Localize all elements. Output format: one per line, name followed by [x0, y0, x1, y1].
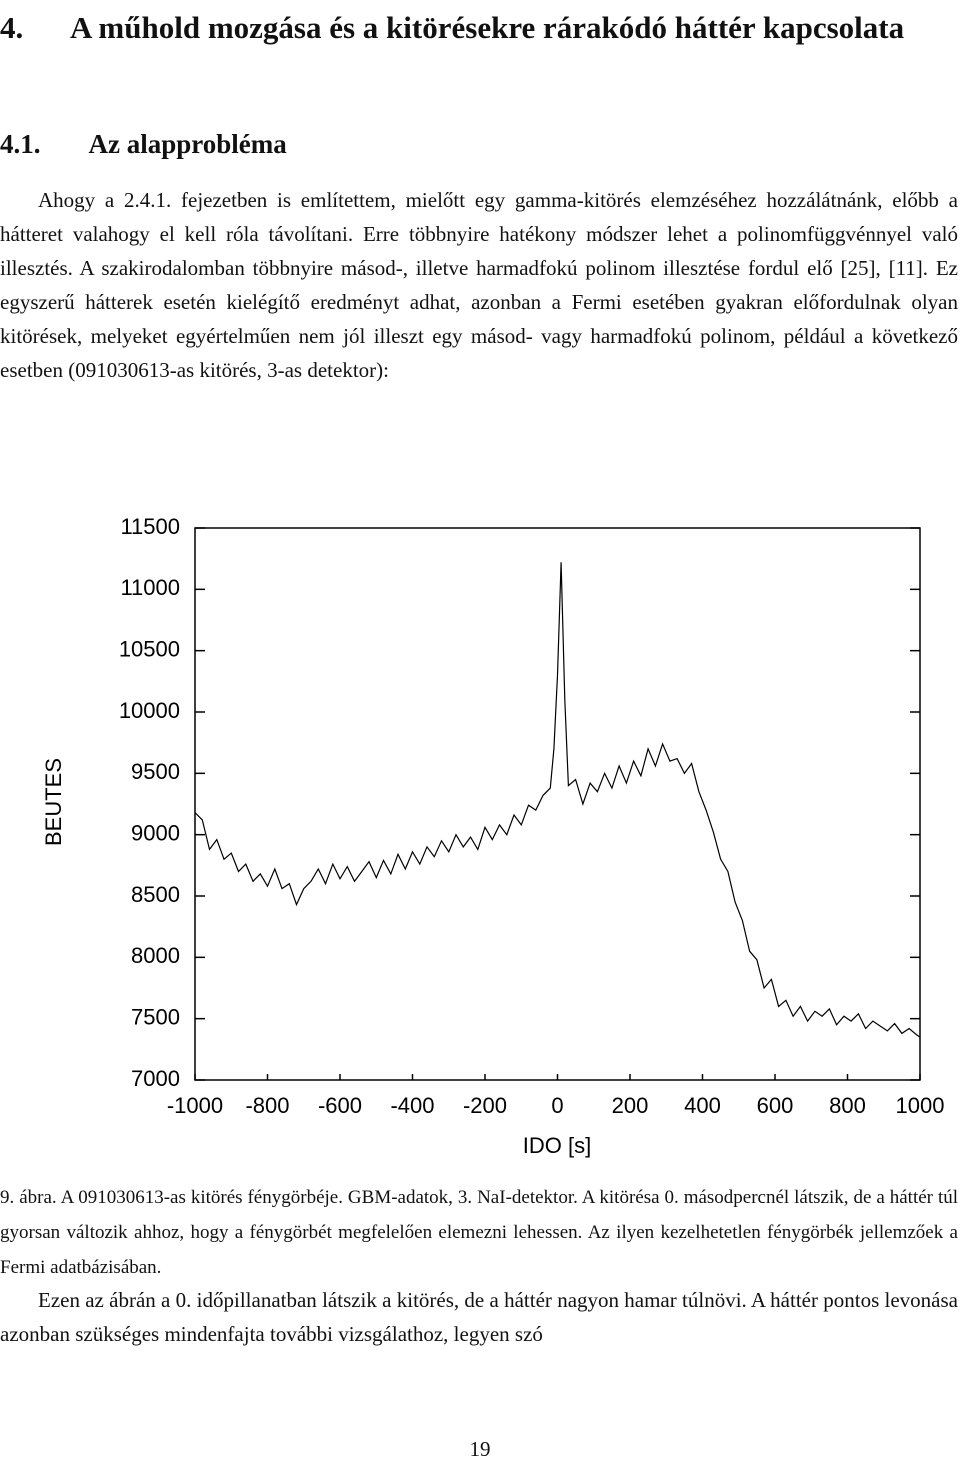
x-tick-label: -200	[463, 1093, 507, 1118]
section-title: A műhold mozgása és a kitörésekre rárakó…	[70, 10, 905, 45]
caption-text: A 091030613-as kitörés fénygörbéje. GBM-…	[0, 1187, 958, 1278]
data-line	[194, 562, 921, 1038]
x-tick-label: -600	[318, 1093, 362, 1118]
y-tick-label: 7000	[131, 1066, 180, 1091]
subsection-heading: 4.1. Az alapprobléma	[0, 122, 287, 166]
x-tick-label: -400	[390, 1093, 434, 1118]
subsection-number: 4.1.	[0, 129, 41, 159]
section-heading: 4. A műhold mozgása és a kitörésekre rár…	[0, 0, 930, 55]
page-number: 19	[469, 1437, 491, 1461]
figure-caption: 9. ábra. A 091030613-as kitörés fénygörb…	[0, 1180, 958, 1285]
subsection-title: Az alapprobléma	[88, 129, 287, 159]
y-tick-label: 8500	[131, 882, 180, 907]
y-tick-label: 11000	[120, 575, 180, 600]
y-axis-label: BEUTES	[41, 758, 66, 846]
y-tick-label: 8000	[131, 943, 180, 968]
y-tick-label: 10500	[119, 636, 180, 661]
y-tick-label: 10000	[119, 698, 180, 723]
x-tick-label: 0	[551, 1093, 563, 1118]
y-tick-label: 7500	[131, 1004, 180, 1029]
y-tick-label: 11500	[120, 514, 180, 539]
x-tick-label: 600	[757, 1093, 794, 1118]
paragraph: Ezen az ábrán a 0. időpillanatban látszi…	[0, 1288, 958, 1346]
y-tick-label: 9500	[131, 759, 180, 784]
x-tick-label: 200	[612, 1093, 649, 1118]
x-tick-label: 800	[829, 1093, 866, 1118]
x-tick-label: -1000	[167, 1093, 223, 1118]
plot-frame	[194, 527, 921, 1081]
caption-label: 9. ábra.	[0, 1187, 57, 1208]
x-axis-label: IDO [s]	[523, 1133, 591, 1158]
y-tick-label: 9000	[131, 820, 180, 845]
x-tick-label: 1000	[896, 1093, 945, 1118]
section-number: 4.	[0, 10, 24, 45]
chart: 7000750080008500900095001000010500110001…	[41, 514, 945, 1158]
x-tick-label: -800	[245, 1093, 289, 1118]
x-tick-label: 400	[684, 1093, 721, 1118]
paragraph: Ahogy a 2.4.1. fejezetben is említettem,…	[0, 188, 958, 382]
